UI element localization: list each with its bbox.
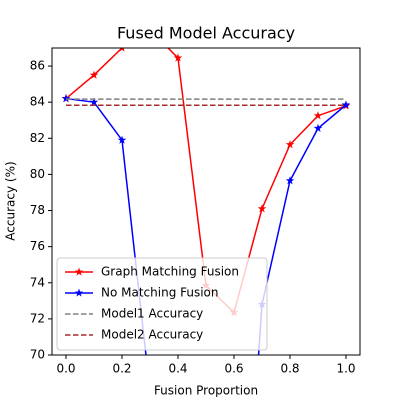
x-tick-label: 0.2 <box>112 362 131 376</box>
x-tick-label: 0.4 <box>168 362 187 376</box>
line <box>65 97 347 355</box>
point <box>173 53 183 62</box>
x-tick-label: 0.0 <box>56 362 75 376</box>
point <box>61 94 71 103</box>
point <box>89 97 99 106</box>
point <box>341 100 351 109</box>
point <box>285 176 295 185</box>
y-tick-label: 74 <box>30 275 45 289</box>
x-tick-label: 0.6 <box>224 362 243 376</box>
point <box>119 48 125 52</box>
y-tick-label: 78 <box>30 203 45 217</box>
legend-marker <box>74 288 84 297</box>
y-tick-label: 72 <box>30 311 45 325</box>
legend-box <box>56 257 268 351</box>
legend-label: Model1 Accuracy <box>101 307 203 321</box>
legend: Graph Matching Fusion No Matching Fusion M… <box>56 257 268 351</box>
x-tick-label: 1.0 <box>336 362 355 376</box>
point <box>257 204 267 213</box>
axes-frame <box>51 47 361 356</box>
y-axis-label: Accuracy (%) <box>4 161 18 240</box>
legend-label: Model2 Accuracy <box>101 328 203 342</box>
y-tick-label: 82 <box>30 131 45 145</box>
y-tick-label: 76 <box>30 239 45 253</box>
legend-label: No Matching Fusion <box>101 286 219 300</box>
point <box>89 70 99 79</box>
x-axis-label: Fusion Proportion <box>154 384 258 398</box>
legend-marker <box>74 267 84 276</box>
x-tick-label: 0.8 <box>280 362 299 376</box>
legend-label: Graph Matching Fusion <box>101 265 239 279</box>
y-tick-label: 84 <box>30 95 45 109</box>
y-tick-label: 80 <box>30 167 45 181</box>
y-tick-label: 70 <box>30 348 45 362</box>
y-tick-label: 86 <box>30 59 45 73</box>
point <box>313 111 323 120</box>
point <box>117 135 127 144</box>
chart-title: Fused Model Accuracy <box>117 24 295 43</box>
point <box>285 140 295 149</box>
point <box>313 123 323 132</box>
